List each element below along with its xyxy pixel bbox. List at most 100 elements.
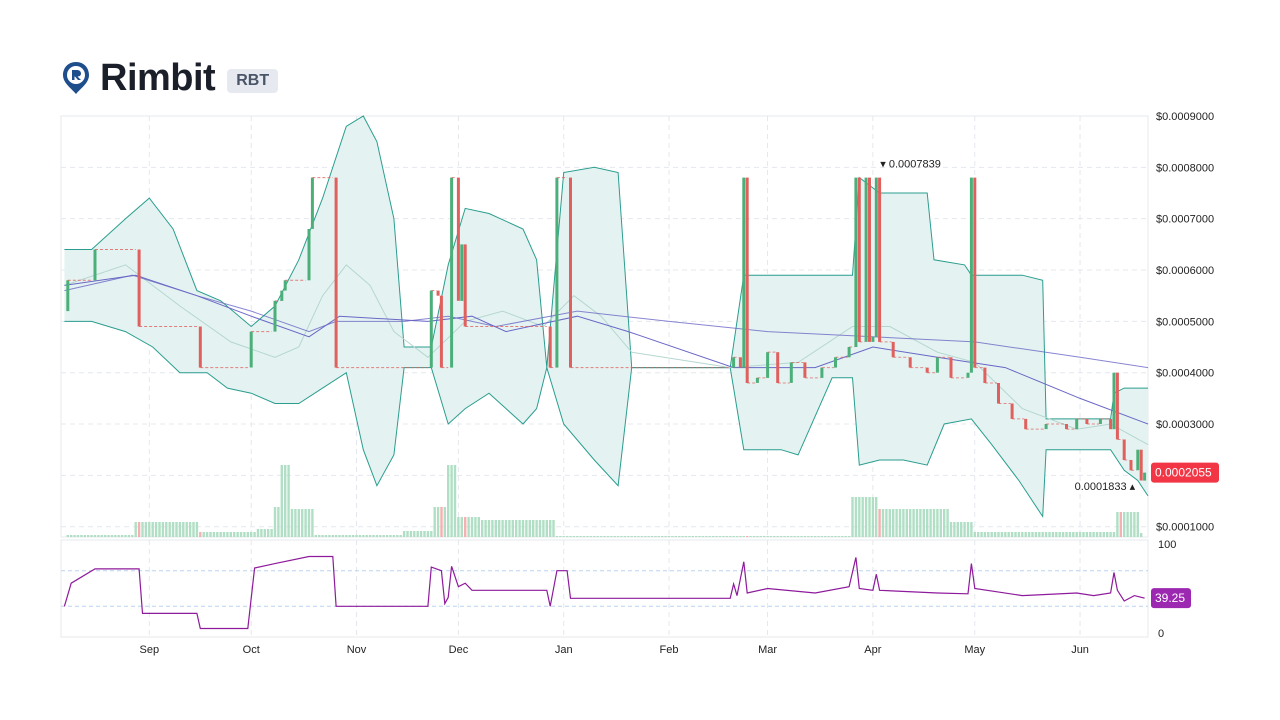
volume-bar <box>844 536 847 537</box>
volume-bar <box>253 532 256 537</box>
volume-bar <box>810 536 813 537</box>
price-candle <box>66 280 70 312</box>
volume-bar <box>1068 532 1072 537</box>
volume-bar <box>688 536 691 537</box>
volume-bar <box>596 536 599 537</box>
volume-bar <box>589 536 593 537</box>
rsi-tick-label: 100 <box>1158 539 1176 551</box>
volume-bar <box>681 536 684 537</box>
price-candle <box>983 367 987 383</box>
price-candle <box>766 352 770 378</box>
price-candle <box>1129 460 1133 471</box>
volume-bar <box>93 535 97 537</box>
volume-bar <box>854 497 858 537</box>
volume-bar <box>902 509 905 537</box>
volume-bar <box>80 535 83 537</box>
volume-bar <box>633 536 637 537</box>
volume-bar <box>895 509 898 537</box>
volume-bar <box>474 517 477 537</box>
volume-bar <box>579 536 582 537</box>
volume-bar <box>637 536 640 537</box>
volume-bar <box>239 532 243 537</box>
volume-bar <box>324 535 328 537</box>
volume-bar <box>599 536 603 537</box>
volume-bar <box>705 536 708 537</box>
volume-bar <box>623 536 627 537</box>
volume-bar <box>549 520 552 537</box>
volume-bar <box>345 535 348 537</box>
volume-bar <box>749 536 752 537</box>
volume-bar <box>433 507 436 537</box>
volume-bar <box>1106 532 1109 537</box>
price-candle <box>834 357 837 368</box>
price-candle <box>1024 418 1028 430</box>
volume-bar <box>222 532 226 537</box>
volume-bar <box>892 509 895 537</box>
volume-bar <box>1119 512 1122 537</box>
price-candle <box>249 331 253 368</box>
price-candle <box>973 177 977 368</box>
price-candle <box>820 367 824 378</box>
x-tick-label: Apr <box>864 644 881 656</box>
volume-bar <box>722 536 725 537</box>
volume-bar <box>630 536 633 537</box>
price-candle <box>969 177 973 373</box>
volume-bar <box>909 509 912 537</box>
volume-bar <box>977 532 980 537</box>
volume-bar <box>481 520 484 537</box>
volume-bar <box>1010 532 1014 537</box>
volume-bar <box>932 509 936 537</box>
volume-bar <box>205 532 209 537</box>
price-candle <box>732 357 736 368</box>
volume-bar <box>87 535 90 537</box>
volume-bar <box>498 520 501 537</box>
volume-bar <box>715 536 718 537</box>
volume-bar <box>922 509 925 537</box>
y-tick-label: $0.0009000 <box>1156 111 1214 123</box>
price-candle <box>555 177 559 368</box>
volume-bar <box>334 535 338 537</box>
volume-bar <box>246 532 249 537</box>
volume-bar <box>966 522 970 537</box>
volume-bar <box>188 522 192 537</box>
volume-bar <box>321 535 324 537</box>
volume-bar <box>331 535 334 537</box>
volume-bar <box>270 529 273 537</box>
volume-bar <box>107 535 110 537</box>
price-candle <box>997 383 1000 404</box>
price-candle <box>854 177 858 347</box>
volume-bar <box>868 497 871 537</box>
volume-bar <box>807 536 810 537</box>
volume-bar <box>1133 512 1136 537</box>
volume-bar <box>562 536 565 537</box>
ma-slow-line <box>64 274 1149 369</box>
volume-bar <box>1061 532 1065 537</box>
volume-bar <box>396 535 399 537</box>
volume-bar <box>1048 532 1051 537</box>
volume-bar <box>752 536 756 537</box>
volume-bar <box>297 509 300 537</box>
volume-bar <box>256 529 260 537</box>
y-tick-label: $0.0007000 <box>1156 214 1214 226</box>
volume-bar <box>654 536 657 537</box>
volume-bar <box>117 535 120 537</box>
coin-header: Rimbit RBT <box>62 58 279 98</box>
y-tick-label: $0.0001000 <box>1156 522 1214 534</box>
volume-bar <box>328 535 331 537</box>
price-candle <box>1065 424 1068 430</box>
volume-bar <box>307 509 311 537</box>
volume-bar <box>304 509 307 537</box>
price-candle <box>569 177 572 368</box>
volume-bar <box>192 522 195 537</box>
volume-bar <box>273 507 277 537</box>
volume-bar <box>382 535 385 537</box>
price-candle <box>334 177 338 368</box>
volume-bar <box>786 536 790 537</box>
volume-bar <box>603 536 606 537</box>
volume-bar <box>915 509 919 537</box>
volume-bar <box>1112 532 1116 537</box>
low-price-label: 0.0001833 ▴ <box>1075 481 1136 493</box>
volume-bar <box>423 531 426 537</box>
volume-bar <box>511 520 514 537</box>
